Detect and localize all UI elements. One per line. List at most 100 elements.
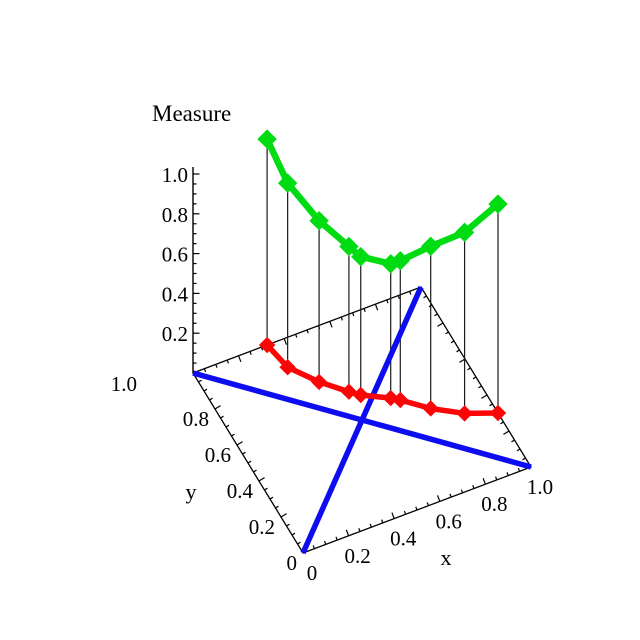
right-edge-tick bbox=[522, 457, 526, 461]
base-diagonal-anti bbox=[192, 370, 532, 470]
back-edge-tick bbox=[363, 308, 366, 312]
base-projection-curve bbox=[264, 342, 501, 417]
right-edge-tick bbox=[481, 394, 488, 399]
base-projection-curve-marker bbox=[392, 391, 409, 409]
y-axis-tick bbox=[247, 460, 252, 464]
x-axis-tick-label: 0.2 bbox=[344, 544, 370, 568]
y-axis-tick-label: 0.4 bbox=[227, 479, 254, 503]
y-axis-tick-label: 0.6 bbox=[205, 443, 231, 467]
y-axis-tick bbox=[264, 487, 268, 491]
y-axis-tick bbox=[297, 541, 301, 545]
right-edge-tick bbox=[445, 331, 449, 335]
x-axis-tick-label: 0 bbox=[307, 561, 318, 585]
x-axis-tick bbox=[345, 529, 350, 537]
y-axis-tick bbox=[286, 523, 290, 527]
measure-curve-marker bbox=[257, 129, 277, 149]
y-axis-tick bbox=[231, 433, 235, 437]
back-edge-tick bbox=[306, 329, 309, 334]
base-projection-curve-marker bbox=[279, 358, 296, 376]
measure-curve-marker bbox=[454, 222, 475, 243]
base-projection-curve-marker bbox=[456, 405, 473, 422]
y-axis-tick bbox=[236, 441, 243, 446]
right-edge-tick bbox=[456, 349, 460, 353]
right-edge-tick bbox=[489, 403, 493, 407]
x-axis-tick bbox=[517, 467, 521, 472]
x-axis-tick bbox=[460, 489, 464, 494]
right-edge-tick bbox=[450, 340, 455, 344]
measure-curve-marker bbox=[421, 236, 441, 257]
base-projection-curve-marker bbox=[310, 373, 328, 391]
base-projection-curve-marker bbox=[422, 400, 439, 417]
x-axis-tick bbox=[335, 536, 338, 541]
x-axis-tick bbox=[426, 502, 429, 506]
z-axis-tick-label: 0.6 bbox=[162, 243, 188, 267]
measure-curve-marker bbox=[390, 251, 410, 271]
back-edge-tick bbox=[249, 351, 252, 355]
y-axis-tick bbox=[203, 388, 208, 392]
x-axis-tick bbox=[381, 519, 384, 524]
y-axis-tick bbox=[253, 469, 257, 473]
base-projection-curve-marker bbox=[340, 383, 358, 400]
measure-curve-marker bbox=[488, 194, 508, 214]
y-axis-tick-label: 0 bbox=[287, 551, 298, 575]
y-axis-tick bbox=[258, 477, 265, 482]
right-edge-tick bbox=[516, 448, 521, 452]
y-axis-tick-label: 0.8 bbox=[183, 407, 209, 431]
x-axis-tick bbox=[482, 477, 486, 485]
back-edge-tick bbox=[329, 321, 333, 328]
x-axis-tick bbox=[391, 512, 395, 519]
x-axis-tick bbox=[436, 495, 441, 502]
y-axis-tick bbox=[275, 505, 279, 509]
z-axis-title: Measure bbox=[152, 101, 232, 126]
back-edge-tick bbox=[409, 291, 412, 295]
base-projection-curve-marker bbox=[258, 336, 276, 354]
x-axis-tick-label: 1.0 bbox=[527, 475, 553, 499]
right-edge-tick bbox=[511, 439, 515, 443]
back-edge-tick bbox=[340, 316, 343, 321]
right-edge-tick bbox=[434, 313, 438, 317]
measure-curve-marker bbox=[309, 211, 329, 231]
x-axis-tick bbox=[324, 540, 327, 545]
x-axis-tick bbox=[495, 476, 498, 481]
right-edge-tick bbox=[437, 322, 444, 327]
y-axis-label: y bbox=[185, 479, 197, 504]
y-axis-tick-label: 1.0 bbox=[111, 372, 137, 396]
measure-curve bbox=[263, 135, 502, 268]
back-edge-tick bbox=[226, 359, 229, 364]
measure-curve-marker bbox=[351, 246, 371, 267]
x-axis-tick-label: 0.8 bbox=[481, 492, 507, 516]
base-projection-curve-marker bbox=[489, 404, 507, 422]
y-axis-tick bbox=[280, 513, 287, 518]
right-edge-tick bbox=[472, 376, 477, 380]
right-edge-tick bbox=[503, 430, 510, 435]
back-edge-tick bbox=[397, 295, 400, 300]
back-edge-tick bbox=[215, 364, 218, 368]
right-edge-tick bbox=[423, 295, 427, 299]
x-axis-tick-label: 0.4 bbox=[390, 527, 417, 551]
x-axis-tick bbox=[415, 506, 418, 511]
y-axis-tick bbox=[269, 496, 274, 500]
x-axis-tick bbox=[449, 493, 452, 498]
back-edge-tick bbox=[238, 355, 242, 363]
y-axis-tick bbox=[198, 379, 202, 383]
y-axis-tick-label: 0.2 bbox=[249, 515, 275, 539]
y-axis-tick bbox=[242, 451, 246, 455]
z-axis-tick-label: 0.4 bbox=[162, 282, 189, 306]
back-edge-tick bbox=[374, 303, 379, 311]
right-edge-tick bbox=[500, 421, 504, 425]
z-axis-tick-label: 0.2 bbox=[162, 322, 188, 346]
back-edge-tick bbox=[203, 368, 207, 373]
x-axis-tick bbox=[312, 545, 315, 549]
back-edge-tick bbox=[386, 299, 389, 304]
y-axis-tick bbox=[291, 532, 296, 536]
back-edge-tick bbox=[295, 334, 298, 338]
x-axis-tick bbox=[403, 510, 407, 515]
x-axis-tick-label: 0.6 bbox=[436, 509, 462, 533]
x-axis-tick bbox=[472, 485, 475, 489]
y-axis-tick bbox=[220, 415, 224, 419]
x-axis-tick bbox=[506, 472, 509, 476]
back-edge-tick bbox=[352, 312, 355, 317]
z-axis-tick-label: 1.0 bbox=[162, 163, 188, 187]
y-axis-tick bbox=[209, 397, 213, 401]
